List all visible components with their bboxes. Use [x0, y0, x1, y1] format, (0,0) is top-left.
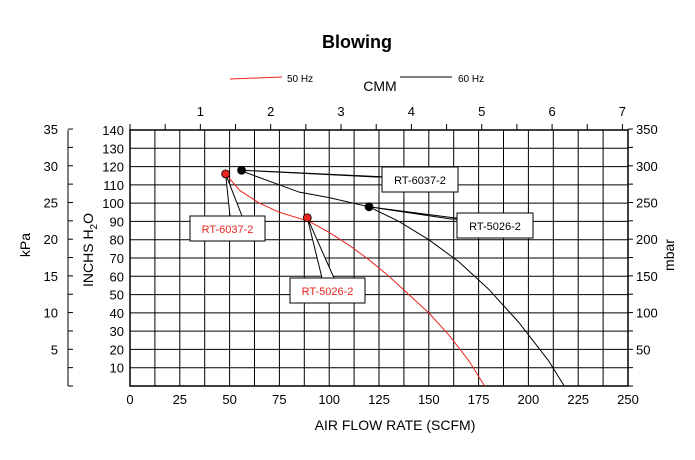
y-tick-label: 30	[110, 324, 124, 339]
series-line-60hz	[239, 169, 565, 387]
inches-h2o-label-text: INCHS H2O	[80, 213, 100, 287]
x-tick-label: 75	[272, 392, 286, 407]
kpa-tick-label: 10	[44, 306, 58, 321]
x-tick-label: 25	[173, 392, 187, 407]
mbar-tick-label: 200	[636, 232, 658, 247]
kpa-tick-label: 30	[44, 159, 58, 174]
y-tick-label: 40	[110, 306, 124, 321]
y-tick-label: 140	[102, 123, 124, 138]
y-tick-label: 130	[102, 141, 124, 156]
series-line-50hz	[225, 173, 486, 387]
callout-label: RT-6037-2	[394, 175, 446, 187]
callout-label: RT-6037-2	[202, 224, 254, 236]
x-tick-label: 175	[468, 392, 490, 407]
x-tick-label: 125	[368, 392, 390, 407]
mbar-tick-label: 50	[636, 342, 650, 357]
kpa-tick-label: 15	[44, 269, 58, 284]
inches-h2o-axis-label: INCHS H2O	[80, 213, 100, 287]
data-point-marker	[221, 169, 231, 179]
data-point-marker	[302, 213, 312, 223]
y-tick-label: 100	[102, 196, 124, 211]
callout-box	[381, 166, 459, 193]
y-tick-label: 110	[103, 178, 124, 193]
callout-pointer	[241, 169, 389, 178]
x-tick-label: 100	[318, 392, 340, 407]
top-axis-label: CMM	[363, 78, 396, 94]
data-point-marker	[364, 202, 374, 212]
callout-box	[456, 212, 534, 239]
kpa-tick-label: 5	[51, 342, 58, 357]
cmm-tick-label: 2	[267, 104, 274, 119]
chart-title: Blowing	[322, 32, 392, 52]
y-tick-label: 50	[110, 288, 124, 303]
callout-pointer	[225, 173, 243, 217]
mbar-tick-label: 250	[636, 195, 658, 210]
cmm-tick-label: 7	[619, 104, 626, 119]
callout-label: RT-5026-2	[469, 221, 521, 233]
mbar-axis-label: mbar	[661, 239, 677, 271]
cmm-tick-label: 6	[548, 104, 555, 119]
cmm-tick-label: 1	[197, 104, 204, 119]
callout-box	[289, 277, 366, 304]
mbar-tick-label: 300	[636, 159, 658, 174]
x-tick-label: 225	[567, 392, 589, 407]
y-tick-label: 70	[110, 251, 124, 266]
x-tick-label: 250	[617, 392, 639, 407]
y-tick-label: 60	[110, 269, 124, 284]
series	[225, 169, 565, 387]
grid	[129, 129, 629, 387]
cmm-tick-label: 4	[408, 104, 415, 119]
x-tick-label: 0	[126, 392, 133, 407]
x-tick-label: 200	[518, 392, 540, 407]
y-tick-label: 20	[110, 342, 124, 357]
cmm-tick-label: 3	[337, 104, 344, 119]
callout-label: RT-5026-2	[302, 286, 354, 298]
cmm-tick-label: 5	[478, 104, 485, 119]
legend-label-60hz: 60 Hz	[458, 74, 484, 85]
ticks: 0 25 50 75 100 125 150 175 200 225 250102030405060…	[44, 104, 658, 407]
y-tick-label: 80	[110, 233, 124, 248]
x-tick-label: 50	[222, 392, 236, 407]
x-axis-label: AIR FLOW RATE (SCFM)	[315, 417, 476, 433]
callouts: RT-6037-2 RT-5026-2 RT-6037-2 RT-5026-2	[189, 165, 534, 304]
kpa-tick-label: 35	[44, 122, 58, 137]
mbar-tick-label: 350	[636, 122, 658, 137]
callout-pointer	[368, 206, 464, 220]
mbar-tick-label: 100	[636, 306, 658, 321]
y-tick-label: 10	[110, 361, 124, 376]
data-point-marker	[237, 165, 246, 175]
kpa-tick-label: 25	[44, 195, 58, 210]
kpa-tick-label: 20	[44, 232, 58, 247]
legend-line-50hz	[229, 76, 283, 80]
y-tick-label: 120	[102, 160, 124, 175]
kpa-axis-label: kPa	[17, 233, 33, 257]
x-tick-label: 150	[418, 392, 440, 407]
mbar-tick-label: 150	[636, 269, 658, 284]
callout-pointer	[306, 217, 335, 279]
legend-label-50hz: 50 Hz	[287, 74, 313, 85]
y-tick-label: 90	[110, 214, 124, 229]
callout-box	[189, 215, 266, 242]
